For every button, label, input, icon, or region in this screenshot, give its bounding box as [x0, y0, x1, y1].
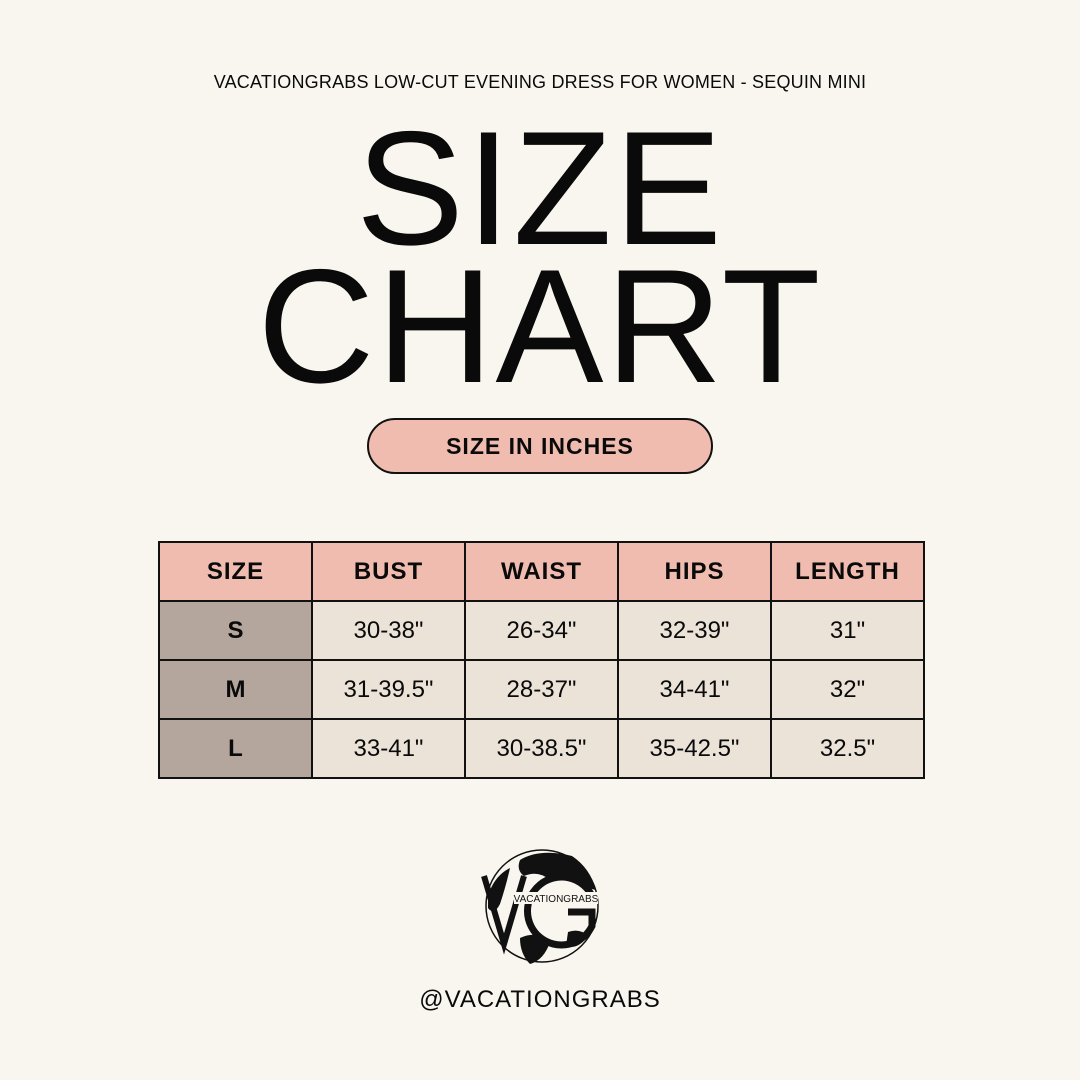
size-cell: L — [158, 718, 313, 779]
title-line-2: CHART — [257, 236, 823, 417]
size-table: SIZE BUST WAIST HIPS LENGTH S 30-38" 26-… — [158, 541, 925, 779]
table-row: S 30-38" 26-34" 32-39" 31" — [158, 600, 925, 661]
hips-cell: 35-42.5" — [617, 718, 772, 779]
table-header-row: SIZE BUST WAIST HIPS LENGTH — [158, 541, 925, 602]
svg-text:VACATIONGRABS: VACATIONGRABS — [514, 894, 599, 905]
bust-cell: 33-41" — [311, 718, 466, 779]
waist-cell: 28-37" — [464, 659, 619, 720]
header-waist: WAIST — [464, 541, 619, 602]
header-bust: BUST — [311, 541, 466, 602]
hips-cell: 34-41" — [617, 659, 772, 720]
unit-badge: SIZE IN INCHES — [367, 418, 713, 474]
size-cell: S — [158, 600, 313, 661]
length-cell: 31" — [770, 600, 925, 661]
bust-cell: 30-38" — [311, 600, 466, 661]
header-hips: HIPS — [617, 541, 772, 602]
waist-cell: 30-38.5" — [464, 718, 619, 779]
social-handle: @VACATIONGRABS — [419, 986, 661, 1013]
table-row: L 33-41" 30-38.5" 35-42.5" 32.5" — [158, 718, 925, 779]
header-length: LENGTH — [770, 541, 925, 602]
waist-cell: 26-34" — [464, 600, 619, 661]
length-cell: 32" — [770, 659, 925, 720]
vacationgrabs-logo: VACATIONGRABS — [481, 849, 599, 964]
length-cell: 32.5" — [770, 718, 925, 779]
hips-cell: 32-39" — [617, 600, 772, 661]
product-subtitle: VACATIONGRABS LOW-CUT EVENING DRESS FOR … — [213, 72, 867, 92]
bust-cell: 31-39.5" — [311, 659, 466, 720]
header-size: SIZE — [158, 541, 313, 602]
size-cell: M — [158, 659, 313, 720]
table-row: M 31-39.5" 28-37" 34-41" 32" — [158, 659, 925, 720]
title-line-1: SIZE — [355, 98, 725, 279]
